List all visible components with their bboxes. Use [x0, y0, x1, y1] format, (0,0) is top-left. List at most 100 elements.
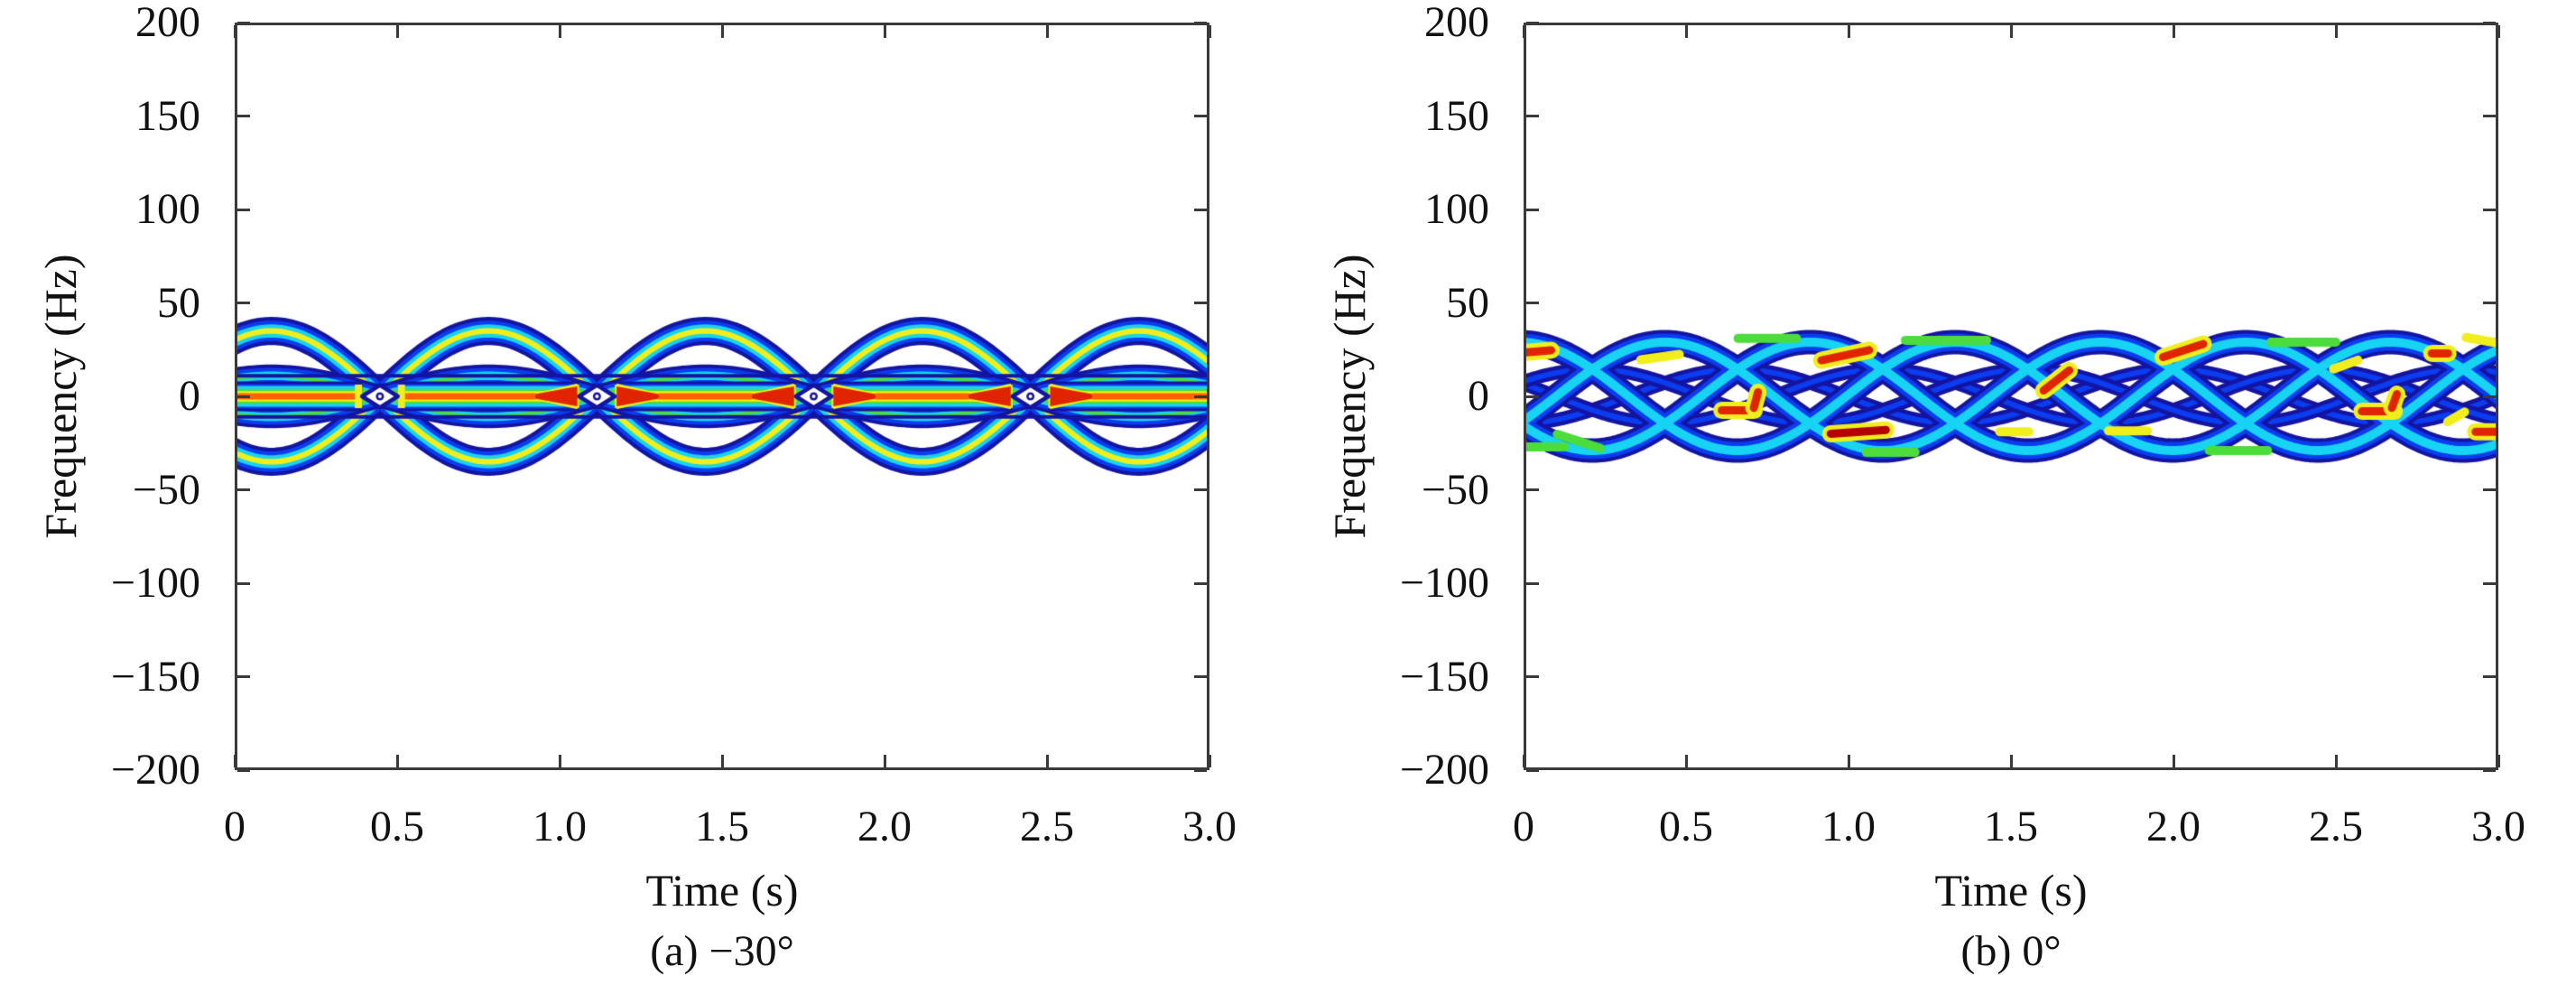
y-tick-left [237, 581, 250, 585]
x-axis-title-b: Time (s) [1934, 865, 2088, 915]
x-tick-top [558, 25, 561, 38]
x-tick-bottom [395, 755, 399, 767]
x-tick-bottom [1208, 755, 1211, 767]
y-tick-right [1194, 21, 1207, 24]
y-tick-label: 150 [135, 91, 200, 140]
x-tick-label: 1.0 [533, 803, 587, 850]
y-tick-label: 100 [135, 185, 200, 233]
x-tick-top [2009, 25, 2013, 38]
y-tick-label: 150 [1424, 91, 1489, 140]
x-tick-bottom [2497, 755, 2500, 767]
y-tick-right [2483, 208, 2496, 211]
x-tick-bottom [1522, 755, 1525, 767]
x-tick-label: 1.5 [1984, 803, 2038, 850]
y-tick-right [2483, 675, 2496, 678]
x-tick-top [883, 25, 886, 38]
x-tick-bottom [558, 755, 561, 767]
y-tick-left [1526, 208, 1539, 211]
y-tick-label: 200 [1424, 0, 1489, 46]
y-tick-right [2483, 115, 2496, 117]
y-tick-right [2483, 21, 2496, 24]
y-tick-left [1526, 395, 1539, 398]
x-tick-top [233, 25, 236, 38]
y-tick-label: −200 [1399, 746, 1489, 794]
x-tick-bottom [2009, 755, 2013, 767]
x-tick-bottom [233, 755, 236, 767]
y-tick-label: −100 [1399, 559, 1489, 607]
y-tick-right [1194, 768, 1207, 772]
y-tick-left [237, 768, 250, 772]
y-tick-left [237, 675, 250, 678]
y-tick-right [2483, 768, 2496, 772]
y-tick-right [1194, 115, 1207, 117]
y-tick-left [237, 302, 250, 304]
y-tick-left [1526, 675, 1539, 678]
x-tick-label: 2.0 [2146, 803, 2201, 850]
x-tick-label: 0 [1513, 803, 1534, 850]
y-tick-label: 100 [1424, 185, 1489, 233]
x-tick-top [2497, 25, 2500, 38]
y-tick-left [1526, 488, 1539, 491]
x-tick-top [2334, 25, 2338, 38]
y-tick-label: 50 [1446, 278, 1489, 327]
x-tick-label: 3.0 [1182, 803, 1237, 850]
x-tick-top [1684, 25, 1688, 38]
y-tick-right [2483, 581, 2496, 585]
x-tick-bottom [883, 755, 886, 767]
spectrogram-canvas-b [1524, 23, 2498, 770]
x-tick-top [1208, 25, 1211, 38]
x-tick-label: 2.5 [1020, 803, 1074, 850]
y-tick-right [2483, 395, 2496, 398]
y-tick-label: −200 [110, 746, 200, 794]
y-tick-right [2483, 302, 2496, 304]
x-tick-top [2172, 25, 2175, 38]
x-tick-bottom [1045, 755, 1049, 767]
y-tick-left [237, 21, 250, 24]
y-tick-right [1194, 395, 1207, 398]
y-tick-label: 50 [157, 278, 200, 327]
x-tick-top [1522, 25, 1525, 38]
x-tick-bottom [1684, 755, 1688, 767]
x-tick-bottom [720, 755, 724, 767]
y-tick-right [1194, 675, 1207, 678]
y-tick-left [1526, 21, 1539, 24]
y-tick-left [237, 395, 250, 398]
y-tick-label: −50 [1421, 465, 1489, 514]
x-tick-label: 1.5 [695, 803, 749, 850]
x-tick-label: 2.5 [2309, 803, 2363, 850]
x-tick-top [1045, 25, 1049, 38]
y-tick-left [237, 115, 250, 117]
y-tick-label: 0 [1468, 372, 1489, 420]
y-tick-label: 0 [179, 372, 200, 420]
y-tick-left [1526, 302, 1539, 304]
y-tick-left [237, 208, 250, 211]
x-tick-label: 0 [224, 803, 246, 850]
y-tick-right [1194, 488, 1207, 491]
y-tick-left [237, 488, 250, 491]
x-tick-top [720, 25, 724, 38]
y-tick-right [1194, 208, 1207, 211]
y-tick-left [1526, 115, 1539, 117]
y-tick-left [1526, 581, 1539, 585]
x-tick-bottom [1847, 755, 1850, 767]
x-tick-label: 1.0 [1821, 803, 1876, 850]
x-tick-bottom [2172, 755, 2175, 767]
y-tick-label: −50 [132, 465, 200, 514]
caption-b: (b) 0° [1960, 927, 2062, 975]
x-tick-bottom [2334, 755, 2338, 767]
x-axis-title-a: Time (s) [645, 865, 799, 915]
x-tick-label: 3.0 [2471, 803, 2525, 850]
y-tick-label: −100 [110, 559, 200, 607]
y-tick-right [1194, 302, 1207, 304]
y-tick-right [1194, 581, 1207, 585]
y-tick-label: −150 [110, 652, 200, 701]
spectrogram-canvas-a [235, 23, 1209, 770]
x-tick-label: 0.5 [370, 803, 424, 850]
y-tick-right [2483, 488, 2496, 491]
y-tick-left [1526, 768, 1539, 772]
x-tick-label: 0.5 [1659, 803, 1713, 850]
x-tick-label: 2.0 [857, 803, 912, 850]
x-tick-top [395, 25, 399, 38]
y-tick-label: −150 [1399, 652, 1489, 701]
